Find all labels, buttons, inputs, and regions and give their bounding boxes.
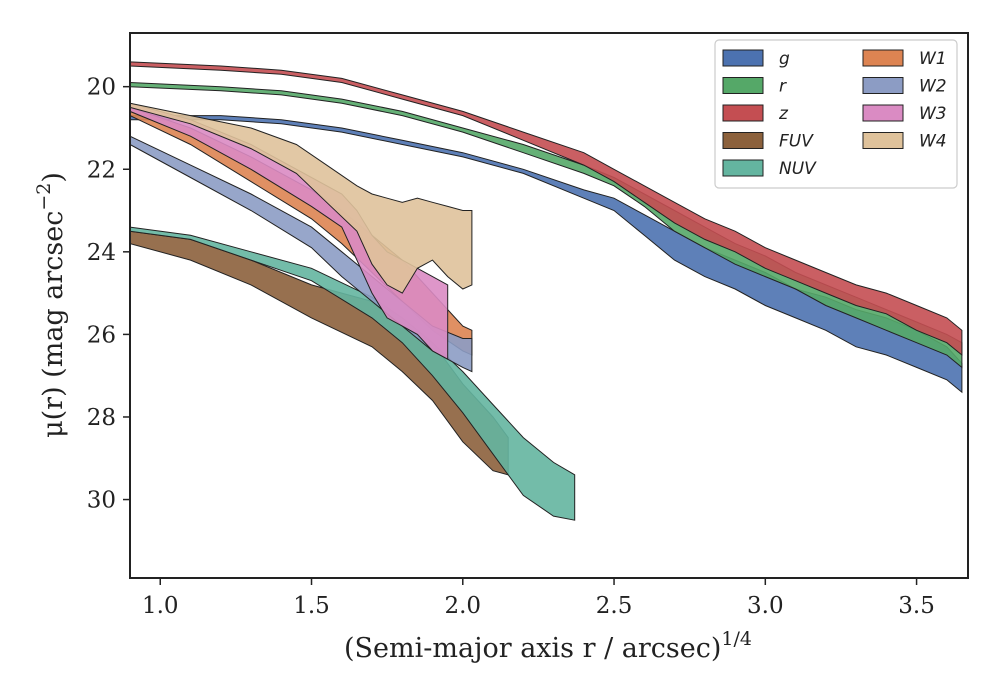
legend-label-r: r xyxy=(779,77,787,97)
legend-label-W2: W2 xyxy=(919,77,947,97)
legend-label-W3: W3 xyxy=(919,104,947,124)
legend-label-W4: W4 xyxy=(919,132,947,152)
x-tick-label: 1.0 xyxy=(142,593,179,619)
legend-swatch-W3 xyxy=(862,104,904,122)
y-tick-label: 26 xyxy=(87,322,116,348)
x-tick-label: 3.5 xyxy=(898,593,935,619)
legend-swatch-NUV xyxy=(722,159,764,177)
x-tick-label: 3.0 xyxy=(747,593,784,619)
legend-label-z: z xyxy=(778,104,789,124)
y-tick-label: 20 xyxy=(87,75,116,101)
y-axis: 20 22 24 26 28 30 xyxy=(87,75,130,514)
y-tick-label: 28 xyxy=(87,405,116,431)
y-tick-label: 22 xyxy=(87,157,116,183)
y-tick-label: 30 xyxy=(87,488,116,514)
legend-swatch-r xyxy=(722,77,764,94)
legend-swatch-W2 xyxy=(862,77,904,94)
legend-label-NUV: NUV xyxy=(779,159,817,179)
legend-swatch-g xyxy=(722,49,764,67)
profile-bands xyxy=(130,61,963,521)
band-W4 xyxy=(130,102,473,294)
x-axis-label: (Semi-major axis r / arcsec)1/4 xyxy=(344,628,752,664)
legend-swatch-W4 xyxy=(862,132,904,149)
x-tick-label: 2.5 xyxy=(596,593,633,619)
x-tick-label: 2.0 xyxy=(444,593,481,619)
plot-frame xyxy=(129,32,969,579)
x-tick-label: 1.5 xyxy=(293,593,330,619)
legend-label-FUV: FUV xyxy=(779,132,814,152)
x-axis: 1.0 1.5 2.0 2.5 3.0 3.5 xyxy=(142,578,935,619)
y-tick-label: 24 xyxy=(87,240,116,266)
legend-label-W1: W1 xyxy=(919,49,947,69)
legend: grz FUV NUV W1 W2 W3 W4 xyxy=(714,39,958,189)
y-axis-label: μ(r) (mag arcsec−2) xyxy=(33,172,69,438)
legend-swatch-W1 xyxy=(862,49,904,67)
band-g xyxy=(130,115,963,394)
legend-swatch-FUV xyxy=(722,132,764,149)
band-z xyxy=(130,61,963,357)
legend-swatch-z xyxy=(722,104,764,122)
legend-label-g: g xyxy=(779,49,790,69)
